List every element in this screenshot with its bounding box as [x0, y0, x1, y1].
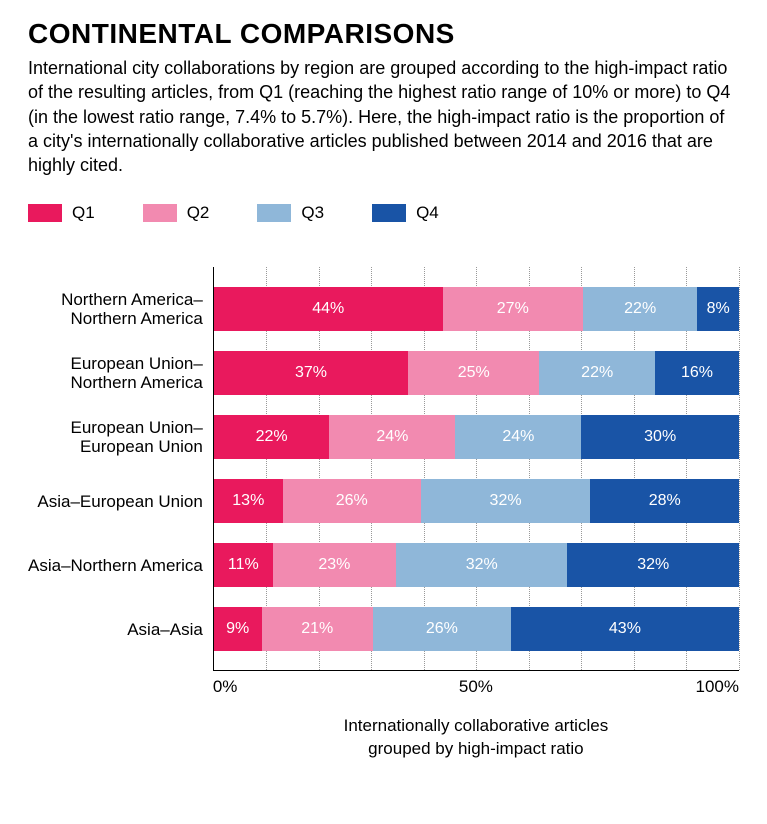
bar-segment: 22% [539, 351, 655, 395]
legend-label: Q4 [416, 203, 439, 223]
chart-title: CONTINENTAL COMPARISONS [28, 18, 739, 50]
legend-label: Q2 [187, 203, 210, 223]
bar-segment: 24% [329, 415, 455, 459]
bar-segment: 37% [214, 351, 408, 395]
gridline [739, 267, 740, 670]
legend-swatch [28, 204, 62, 222]
legend-item: Q4 [372, 203, 439, 223]
bar-segment: 13% [214, 479, 283, 523]
bar-segment: 30% [581, 415, 739, 459]
bar-segment: 26% [283, 479, 421, 523]
bar-segment: 26% [373, 607, 511, 651]
bar-segment: 23% [273, 543, 396, 587]
category-label: Asia–Northern America [28, 533, 203, 597]
x-tick: 0% [213, 677, 238, 697]
bar-row-wrap: 9%21%26%43% [214, 597, 739, 661]
bar-segment: 43% [511, 607, 739, 651]
bar-row: 44%27%22%8% [214, 287, 739, 331]
bar-segment: 8% [697, 287, 739, 331]
bar-segment: 32% [396, 543, 567, 587]
category-label: Asia–Asia [28, 597, 203, 661]
bar-segment: 16% [655, 351, 739, 395]
legend-swatch [143, 204, 177, 222]
bar-segment: 22% [583, 287, 697, 331]
bar-row: 11%23%32%32% [214, 543, 739, 587]
bar-segment: 28% [590, 479, 739, 523]
legend: Q1 Q2 Q3 Q4 [28, 203, 739, 223]
legend-label: Q1 [72, 203, 95, 223]
bar-row-wrap: 22%24%24%30% [214, 405, 739, 469]
bar-row: 9%21%26%43% [214, 607, 739, 651]
bar-row: 13%26%32%28% [214, 479, 739, 523]
chart: Northern America–Northern AmericaEuropea… [28, 267, 739, 759]
bar-segment: 32% [567, 543, 738, 587]
bar-segment: 25% [408, 351, 539, 395]
bar-segment: 24% [455, 415, 581, 459]
bar-segment: 32% [421, 479, 591, 523]
bar-row-wrap: 11%23%32%32% [214, 533, 739, 597]
bars-container: 44%27%22%8%37%25%22%16%22%24%24%30%13%26… [214, 277, 739, 660]
legend-item: Q2 [143, 203, 210, 223]
bar-row-wrap: 13%26%32%28% [214, 469, 739, 533]
bar-segment: 21% [262, 607, 373, 651]
legend-label: Q3 [301, 203, 324, 223]
category-label: European Union–Northern America [28, 341, 203, 405]
bar-segment: 11% [214, 543, 273, 587]
y-axis-labels: Northern America–Northern AmericaEuropea… [28, 267, 213, 671]
bar-segment: 9% [214, 607, 262, 651]
bar-row: 22%24%24%30% [214, 415, 739, 459]
legend-swatch [372, 204, 406, 222]
category-label: Asia–European Union [28, 469, 203, 533]
bar-row-wrap: 37%25%22%16% [214, 341, 739, 405]
plot-area: 44%27%22%8%37%25%22%16%22%24%24%30%13%26… [213, 267, 739, 671]
x-tick: 50% [459, 677, 493, 697]
category-label: European Union–European Union [28, 405, 203, 469]
bar-segment: 22% [214, 415, 330, 459]
bar-row-wrap: 44%27%22%8% [214, 277, 739, 341]
chart-subtitle: International city collaborations by reg… [28, 56, 739, 177]
legend-item: Q3 [257, 203, 324, 223]
category-label: Northern America–Northern America [28, 277, 203, 341]
x-axis-label: Internationally collaborative articles g… [213, 715, 739, 759]
legend-swatch [257, 204, 291, 222]
bar-segment: 44% [214, 287, 443, 331]
bar-row: 37%25%22%16% [214, 351, 739, 395]
bar-segment: 27% [443, 287, 583, 331]
x-tick: 100% [696, 677, 739, 697]
x-axis: 0% 50% 100% [213, 671, 739, 697]
legend-item: Q1 [28, 203, 95, 223]
